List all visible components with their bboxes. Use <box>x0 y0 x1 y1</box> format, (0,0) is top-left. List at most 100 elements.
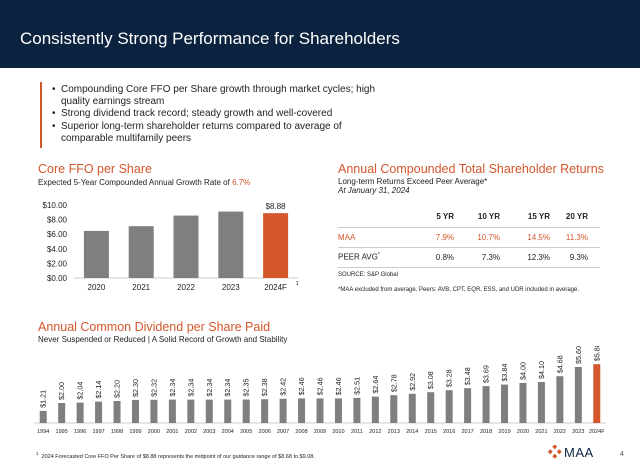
dividend-bar <box>150 399 158 423</box>
x-tick-label: 2008 <box>295 429 307 435</box>
x-tick-label: 2016 <box>443 429 455 435</box>
data-label: $2.46 <box>334 377 343 395</box>
ffo-subtitle-text: Expected 5-Year Compounded Annual Growth… <box>38 178 233 187</box>
dividend-bar <box>371 396 379 423</box>
x-tick-label: 2021 <box>535 429 547 435</box>
ffo-bar <box>263 213 289 278</box>
y-tick-label: $6.00 <box>47 230 68 239</box>
dividend-bar <box>537 382 545 423</box>
dividend-bar <box>464 388 472 423</box>
data-label: $3.08 <box>426 371 435 389</box>
dividend-bar <box>574 367 582 423</box>
y-tick-label: $2.00 <box>47 259 68 268</box>
dividend-bar <box>242 399 250 423</box>
x-tick-label: 2001 <box>166 429 178 435</box>
dividend-bar <box>279 398 287 423</box>
header-banner: Consistently Strong Performance for Shar… <box>0 0 640 68</box>
data-label: $2.34 <box>168 379 177 397</box>
table-cell: 10.7% <box>454 226 500 247</box>
x-tick-footnote: 1 <box>296 281 299 287</box>
ffo-bar <box>83 230 109 278</box>
dividend-subtitle: Never Suspended or Reduced | A Solid Rec… <box>38 335 288 344</box>
row-label-sup: * <box>377 252 380 259</box>
data-label: $3.48 <box>463 367 472 385</box>
tsr-source: SOURCE: S&P Global <box>338 272 398 278</box>
data-label: $2.34 <box>205 379 214 397</box>
data-label: $4.68 <box>555 355 564 373</box>
x-tick-label: 2013 <box>388 429 400 435</box>
footnote-mark: 1 <box>36 451 39 456</box>
intro-bullets: Compounding Core FFO per Share growth th… <box>52 84 392 145</box>
x-tick-label: 1995 <box>56 429 68 435</box>
data-label: $2.51 <box>352 377 361 395</box>
x-tick-label: 2012 <box>369 429 381 435</box>
x-tick-label: 2003 <box>203 429 215 435</box>
table-row: MAA 7.9% 10.7% 14.5% 11.3% <box>338 226 600 247</box>
data-label: $5.88 <box>592 346 601 361</box>
dividend-title: Annual Common Dividend per Share Paid <box>38 320 271 334</box>
data-label: $2.46 <box>297 377 306 395</box>
dividend-bar <box>390 395 398 423</box>
data-label: $3.84 <box>500 364 509 382</box>
dividend-bar <box>298 398 306 423</box>
table-cell: 7.3% <box>454 246 500 268</box>
y-tick-label: $4.00 <box>47 245 68 254</box>
x-tick-label: 2019 <box>498 429 510 435</box>
x-tick-label: 2022 <box>177 283 195 292</box>
x-tick-label: 2020 <box>517 429 529 435</box>
data-label: $2.00 <box>57 382 66 400</box>
page-title: Consistently Strong Performance for Shar… <box>20 29 400 48</box>
accent-bar <box>40 82 42 148</box>
tsr-subtitle: Long-term Returns Exceed Peer Average* <box>338 177 488 186</box>
data-label: $2.04 <box>76 382 85 400</box>
bullet-item: Compounding Core FFO per Share growth th… <box>52 84 392 108</box>
x-tick-label: 2015 <box>425 429 437 435</box>
x-tick-label: 2024F <box>264 283 287 292</box>
row-label: PEER AVG <box>338 252 378 262</box>
dividend-bar <box>76 402 84 423</box>
x-tick-label: 1999 <box>129 429 141 435</box>
table-row: PEER AVG* 0.8% 7.3% 12.3% 9.3% <box>338 246 600 268</box>
dividend-bar <box>445 390 453 423</box>
x-tick-label: 2022 <box>554 429 566 435</box>
data-label: $4.10 <box>537 361 546 379</box>
data-label: $2.32 <box>149 379 158 397</box>
x-tick-label: 2000 <box>148 429 160 435</box>
dividend-bar <box>519 383 527 423</box>
footnote-text: 2024 Forecasted Core FFO Per Share of $8… <box>41 453 315 460</box>
x-tick-label: 2017 <box>461 429 473 435</box>
bullet-item: Superior long-term shareholder returns c… <box>52 121 392 145</box>
tsr-exclusion-note: *MAA excluded from average. Peers: AVB, … <box>338 287 580 293</box>
table-header-row: 5 YR 10 YR 15 YR 20 YR <box>338 207 600 227</box>
ffo-growth-rate: 6.7% <box>232 178 251 187</box>
data-label: $3.28 <box>445 369 454 387</box>
x-tick-label: 2002 <box>185 429 197 435</box>
x-tick-label: 2020 <box>88 283 106 292</box>
data-label: $2.30 <box>131 379 140 397</box>
ffo-title: Core FFO per Share <box>38 162 152 176</box>
logo-text: MAA <box>564 445 594 460</box>
y-tick-label: $0.00 <box>47 274 68 283</box>
x-tick-label: 1996 <box>74 429 86 435</box>
x-tick-label: 1998 <box>111 429 123 435</box>
x-tick-label: 2023 <box>222 283 240 292</box>
x-tick-label: 2024F <box>589 429 605 435</box>
x-tick-label: 2010 <box>332 429 344 435</box>
table-cell: 7.9% <box>410 226 454 247</box>
row-label: MAA <box>338 226 410 247</box>
y-tick-label: $8.00 <box>47 216 68 225</box>
dividend-bar <box>205 399 213 423</box>
footnote: 12024 Forecasted Core FFO Per Share of $… <box>36 451 315 460</box>
x-tick-label: 2004 <box>222 429 234 435</box>
data-label: $2.78 <box>389 374 398 392</box>
dividend-bar <box>482 386 490 423</box>
ffo-bar <box>173 215 199 278</box>
tsr-date: At January 31, 2024 <box>338 186 410 195</box>
data-label: $4.00 <box>518 362 527 380</box>
dividend-bar <box>501 384 509 423</box>
dividend-bar <box>353 397 361 423</box>
dividend-bar <box>187 399 195 423</box>
data-label: $5.60 <box>574 346 583 364</box>
x-tick-label: 2021 <box>132 283 150 292</box>
column-header: 20 YR <box>565 212 588 222</box>
